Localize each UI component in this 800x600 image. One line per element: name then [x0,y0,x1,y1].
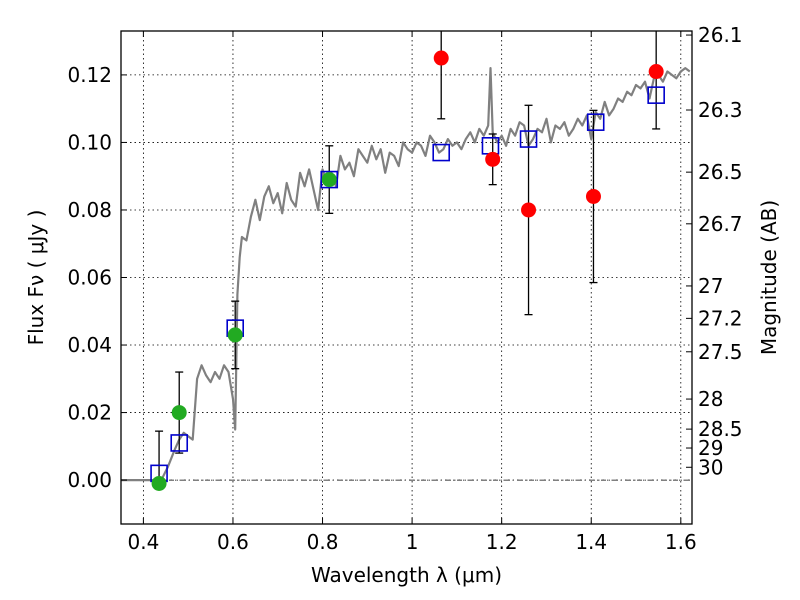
y-tick-label: 0.12 [67,63,112,87]
model-square [432,143,451,162]
model-square [170,434,189,452]
x-tick-label: 1.2 [486,530,518,554]
spectrum-line [121,66,691,482]
y2-tick-label: 28.5 [698,417,743,441]
model-square [647,86,665,104]
y-axis-ticks: 0.00 0.02 0.04 0.06 0.08 0.10 0.12 [67,63,127,492]
error-bars [155,31,661,481]
y-tick-label: 0.00 [67,468,112,492]
x-tick-label: 1 [406,530,419,554]
observed-photometry-series [151,50,664,491]
data-point [151,475,167,491]
x-tick-label: 0.8 [307,530,339,554]
y-axis-label: Flux Fν ( μJy ) [24,210,48,346]
x-tick-label: 0.4 [127,530,159,554]
model-photometry-series [150,86,665,483]
x-tick-label: 1.6 [665,530,697,554]
y2-tick-label: 30 [698,455,723,479]
model-square [586,113,605,131]
spectrum-series [121,66,691,482]
y-tick-label: 0.02 [67,401,112,425]
y2-tick-label: 26.7 [698,212,743,236]
model-square [320,170,339,189]
x-tick-label: 1.4 [575,530,607,554]
y2-tick-label: 26.1 [698,23,743,47]
data-point [485,151,501,167]
y2-axis-label: Magnitude (AB) [757,200,781,355]
y2-tick-label: 27.5 [698,340,743,364]
y2-tick-label: 27.2 [698,306,743,330]
x-axis-ticks: 0.4 0.6 0.8 1 1.2 1.4 1.6 [127,31,697,554]
y2-tick-label: 29 [698,436,723,460]
y-tick-label: 0.04 [67,333,112,357]
y-tick-label: 0.06 [67,266,112,290]
data-point [227,327,243,343]
data-point [171,405,187,421]
y2-tick-label: 26.3 [698,98,743,122]
y-tick-label: 0.08 [67,198,112,222]
gridlines [121,31,692,524]
data-point [648,64,664,80]
data-point [585,188,601,204]
y2-tick-label: 26.5 [698,160,743,184]
model-square [519,130,538,148]
data-point [321,172,337,188]
data-point [521,202,537,218]
x-axis-label: Wavelength λ (μm) [311,563,502,587]
x-tick-label: 0.6 [217,530,249,554]
y2-tick-label: 28 [698,387,723,411]
data-point [433,50,449,66]
y-tick-label: 0.10 [67,130,112,154]
y2-tick-label: 27 [698,274,723,298]
